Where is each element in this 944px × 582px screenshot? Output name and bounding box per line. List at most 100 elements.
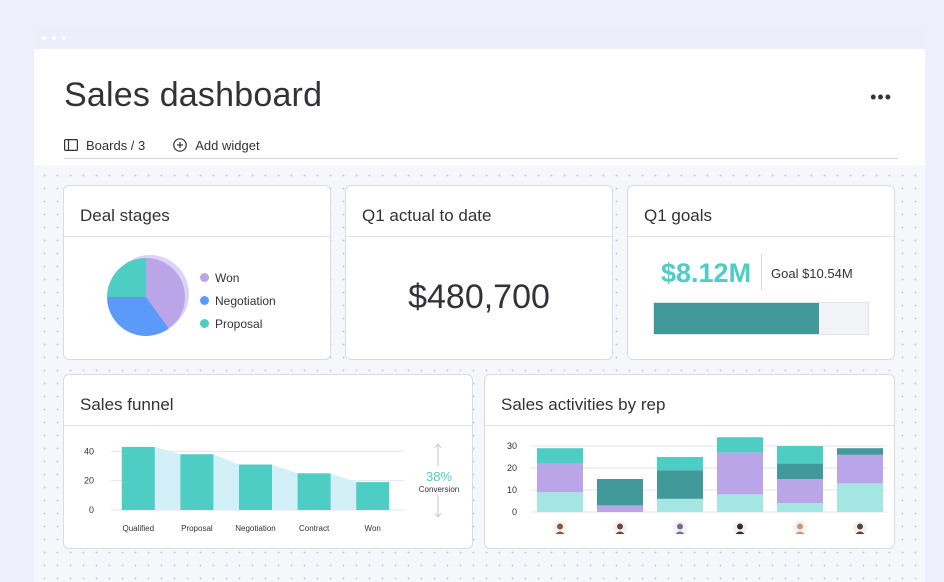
stacked-bar-segment (537, 463, 583, 493)
page-title: Sales dashboard (64, 76, 323, 114)
q1-actual-widget[interactable]: Q1 actual to date $480,700 (345, 185, 613, 360)
stacked-bar-segment (777, 446, 823, 464)
stacked-bar-segment (717, 494, 763, 512)
x-tick-label: Proposal (181, 524, 213, 533)
boards-button[interactable]: Boards / 3 (64, 138, 145, 153)
legend-dot (200, 273, 209, 282)
q1-actual-title: Q1 actual to date (362, 206, 492, 225)
q1-goals-widget[interactable]: Q1 goals $8.12M Goal $10.54M (627, 185, 895, 360)
q1-actual-value: $480,700 (408, 278, 550, 316)
stacked-bar-segment (777, 479, 823, 504)
conversion-value: 38% (426, 469, 452, 484)
y-tick-label: 20 (507, 463, 517, 473)
window-dot (42, 36, 46, 40)
x-tick-label: Contract (299, 524, 330, 533)
add-widget-button[interactable]: Add widget (173, 137, 260, 153)
y-tick-label: 0 (89, 505, 94, 515)
window-dot (62, 36, 66, 40)
stacked-bar-segment (837, 448, 883, 455)
funnel-bar (239, 464, 272, 510)
sales-activities-widget[interactable]: Sales activities by rep 30 20 10 0 (484, 374, 895, 549)
card-divider (64, 425, 472, 426)
sales-funnel-chart: Qualified Proposal Negotiation Contract Won … (84, 443, 459, 533)
stacked-bar-segment (657, 498, 703, 512)
dashboard-header (34, 49, 925, 165)
stacked-bar-segment (537, 448, 583, 464)
sales-funnel-widget[interactable]: Sales funnel Qualified Proposal Negotiatio… (63, 374, 473, 549)
deal-stages-widget[interactable]: Deal stages Won Negotiation Proposal (63, 185, 331, 360)
stacked-bar-segment (597, 479, 643, 506)
x-tick-label: Won (365, 524, 381, 533)
window-titlebar (34, 26, 925, 49)
avatar-body (615, 531, 625, 534)
avatar-head (677, 523, 683, 530)
dashboard-toolbar: Boards / 3 Add widget (64, 135, 288, 155)
goal-progress-track (653, 302, 869, 335)
card-divider (346, 236, 612, 237)
card-divider (485, 425, 894, 426)
sales-activities-title: Sales activities by rep (501, 395, 666, 414)
legend-label: Negotiation (215, 293, 276, 308)
legend-dot (200, 296, 209, 305)
conversion-arrow-head (434, 512, 442, 518)
boards-label: Boards / 3 (86, 137, 146, 153)
legend-item-won: Won (200, 266, 276, 289)
deal-stages-pie (107, 255, 189, 336)
avatar-head (557, 523, 563, 530)
legend-item-negotiation: Negotiation (200, 289, 276, 312)
y-tick-label: 30 (507, 441, 517, 451)
stacked-bar-segment (777, 463, 823, 479)
stacked-bar-segment (537, 492, 583, 512)
funnel-bar (356, 482, 390, 510)
y-tick-label: 20 (84, 476, 94, 486)
legend-item-proposal: Proposal (200, 312, 276, 335)
plus-circle-icon (173, 138, 188, 152)
funnel-bar (121, 446, 155, 510)
q1-goals-value: $8.12M (661, 258, 752, 288)
stacked-bar-segment (657, 470, 703, 499)
x-tick-label: Qualified (123, 524, 155, 533)
y-tick-label: 0 (512, 507, 517, 517)
stacked-bar-segment (837, 454, 883, 484)
more-horizontal-icon[interactable]: ••• (870, 87, 892, 107)
app-window: Sales dashboard ••• Boards / 3 Add widge… (34, 26, 925, 582)
funnel-bar (297, 473, 331, 510)
add-widget-label: Add widget (195, 137, 260, 153)
deal-stages-title: Deal stages (80, 206, 170, 225)
pie-slice (107, 258, 146, 297)
avatar-head (797, 523, 803, 530)
stacked-bar-segment (597, 505, 643, 512)
avatar-body (795, 531, 805, 534)
sales-activities-chart: 30 20 10 0 (507, 437, 887, 535)
conversion-label: Conversion (419, 485, 459, 494)
legend-label: Won (215, 270, 240, 285)
avatar-head (857, 523, 863, 530)
board-icon (64, 139, 78, 151)
avatar-head (737, 523, 743, 530)
stacked-bar-segment (777, 503, 823, 512)
avatar-body (735, 531, 745, 534)
stacked-bar-segment (657, 457, 703, 471)
sales-funnel-title: Sales funnel (80, 395, 174, 414)
stacked-bar-segment (837, 483, 883, 512)
avatar-body (555, 531, 565, 534)
pie-slice (107, 297, 169, 336)
q1-goals-title: Q1 goals (644, 206, 713, 225)
y-tick-label: 40 (84, 446, 94, 456)
y-tick-label: 10 (507, 485, 517, 495)
header-divider (64, 158, 898, 159)
avatar-body (675, 531, 685, 534)
avatar-body (855, 531, 865, 534)
goal-progress-fill (654, 303, 819, 334)
q1-goal-target: Goal $10.54M (771, 266, 853, 281)
x-tick-label: Negotiation (235, 524, 275, 533)
card-divider (628, 236, 894, 237)
goal-divider (761, 254, 762, 290)
window-dot (52, 36, 56, 40)
avatar-head (617, 523, 623, 530)
legend-dot (200, 319, 209, 328)
stacked-bar-segment (717, 452, 763, 495)
deal-stages-legend: Won Negotiation Proposal (200, 266, 276, 335)
funnel-bar (180, 454, 214, 510)
stacked-bar-segment (717, 437, 763, 453)
